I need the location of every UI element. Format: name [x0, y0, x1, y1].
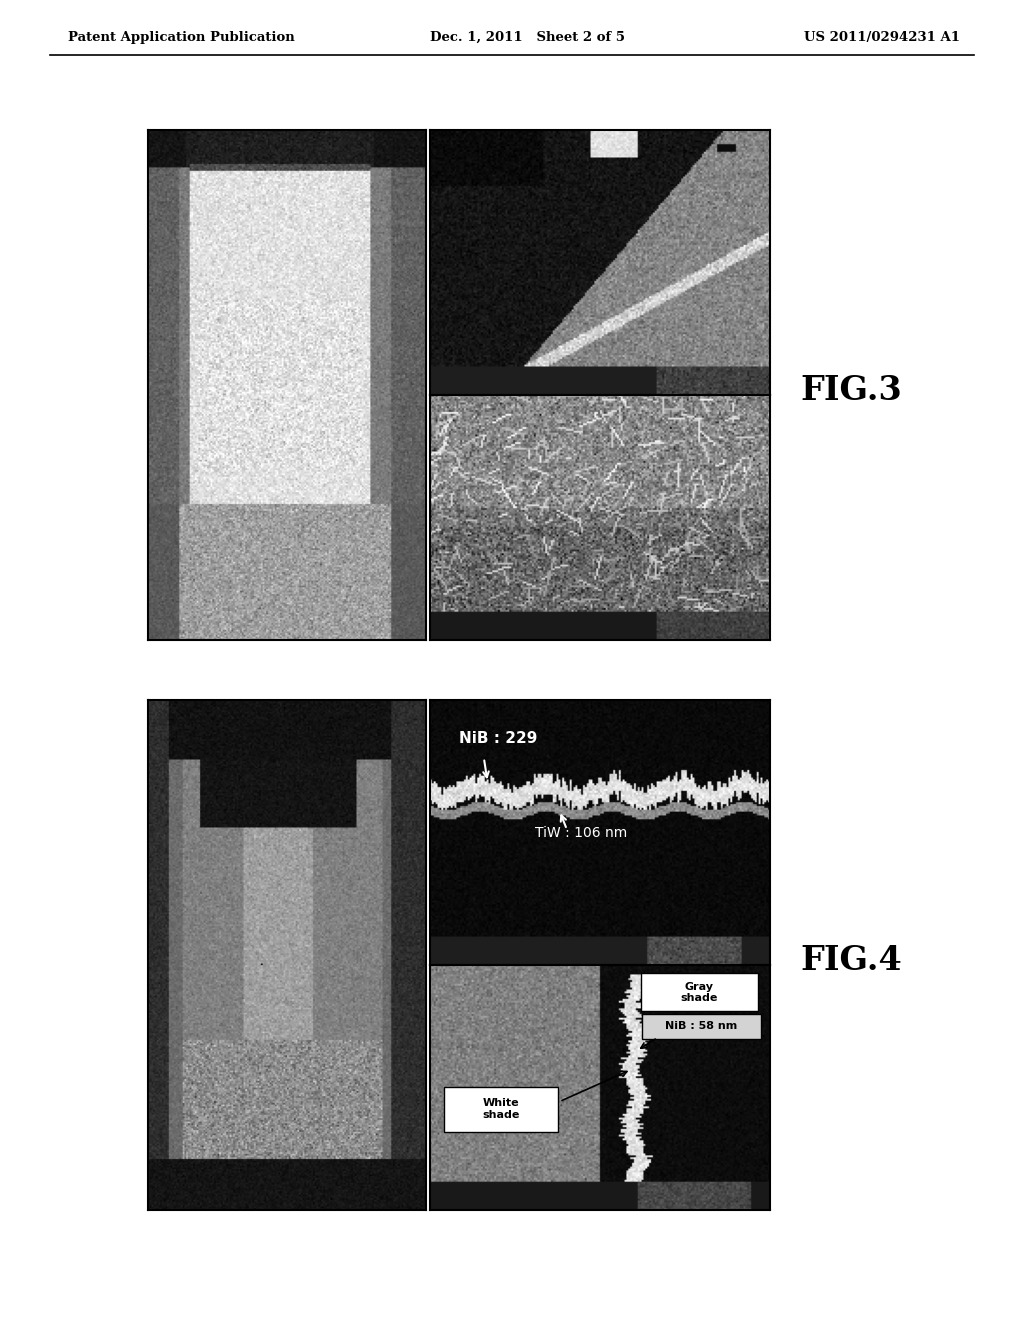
Text: Dec. 1, 2011   Sheet 2 of 5: Dec. 1, 2011 Sheet 2 of 5 — [430, 30, 625, 44]
FancyBboxPatch shape — [444, 1086, 557, 1131]
Text: US 2011/0294231 A1: US 2011/0294231 A1 — [804, 30, 961, 44]
Text: White
shade: White shade — [482, 1098, 519, 1119]
Text: NiB : 58 nm: NiB : 58 nm — [665, 1022, 737, 1031]
Text: NiB : 229: NiB : 229 — [460, 730, 538, 746]
FancyBboxPatch shape — [641, 973, 758, 1011]
FancyBboxPatch shape — [642, 1014, 761, 1039]
Text: Gray
shade: Gray shade — [681, 982, 718, 1003]
Text: FIG.3: FIG.3 — [800, 374, 902, 407]
Text: TiW : 106 nm: TiW : 106 nm — [535, 826, 627, 841]
Text: Patent Application Publication: Patent Application Publication — [68, 30, 295, 44]
Text: FIG.4: FIG.4 — [800, 944, 902, 977]
